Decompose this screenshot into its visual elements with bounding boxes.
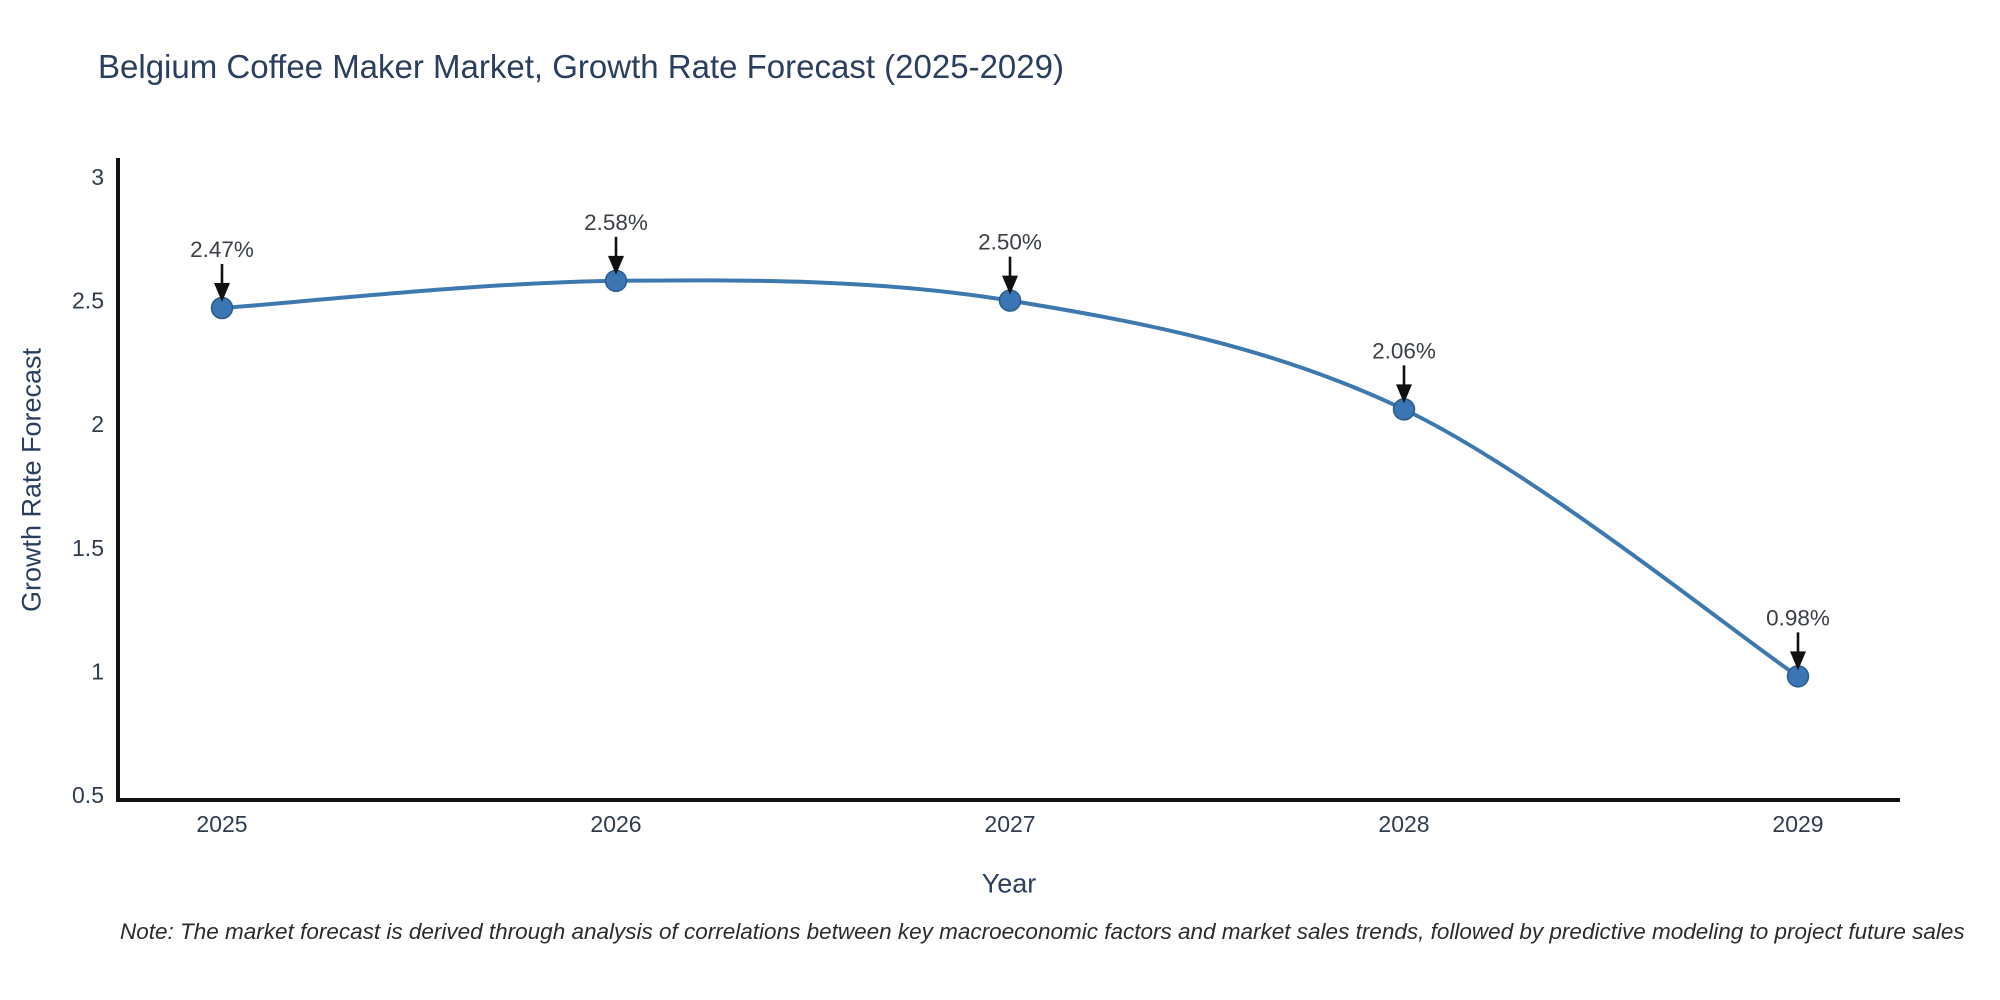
annotation-arrowhead-icon: [1002, 275, 1018, 295]
y-axis-title: Growth Rate Forecast: [16, 347, 47, 613]
x-tick-label: 2026: [590, 811, 641, 837]
y-tick-label: 2: [91, 411, 104, 437]
x-tick-label: 2029: [1772, 811, 1823, 837]
series-line: [221, 278, 1800, 678]
annotation-arrowhead-icon: [608, 255, 624, 275]
y-axis: 0.5 1 1.5 2 2.5 3: [72, 158, 120, 808]
x-axis-title: Year: [981, 868, 1037, 899]
y-tick-label: 2.5: [72, 288, 104, 314]
point-annotation: 2.58%: [584, 210, 648, 235]
point-annotation: 2.06%: [1372, 338, 1436, 363]
y-tick-label: 1.5: [72, 535, 104, 561]
y-tick-label: 0.5: [72, 782, 104, 808]
point-annotation: 0.98%: [1766, 605, 1830, 630]
line-series: [210, 269, 1810, 688]
annotation-arrowhead-icon: [1396, 384, 1412, 404]
x-tick-label: 2025: [196, 811, 247, 837]
x-tick-label: 2027: [984, 811, 1035, 837]
point-annotation: 2.50%: [978, 230, 1042, 255]
note-text: Note: The market forecast is derived thr…: [120, 919, 1965, 944]
point-annotation: 2.47%: [190, 237, 254, 262]
y-tick-label: 3: [91, 164, 104, 190]
annotations: 2.47% 2.58% 2.50% 2.06% 0.98%: [190, 210, 1830, 671]
chart-title: Belgium Coffee Maker Market, Growth Rate…: [98, 48, 1064, 85]
annotation-arrowhead-icon: [214, 283, 230, 303]
x-tick-label: 2028: [1378, 811, 1429, 837]
annotation-arrowhead-icon: [1790, 651, 1806, 671]
x-axis: 2025 2026 2027 2028 2029: [116, 798, 1900, 837]
y-tick-label: 1: [91, 658, 104, 684]
